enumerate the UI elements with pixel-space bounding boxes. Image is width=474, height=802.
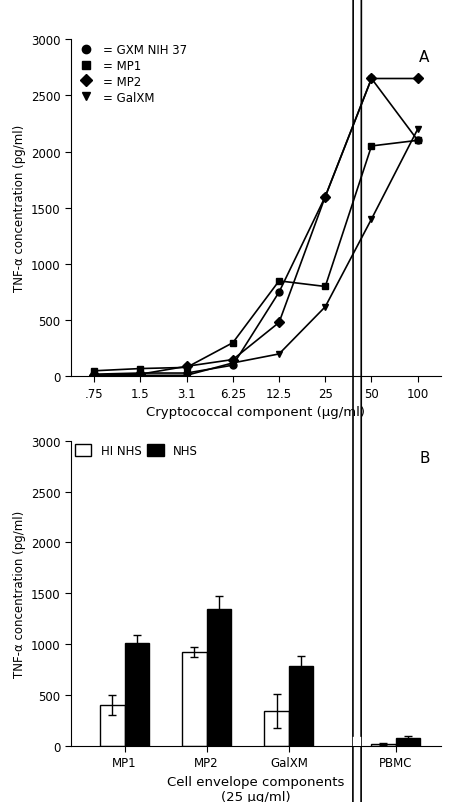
Y-axis label: TNF-α concentration (pg/ml): TNF-α concentration (pg/ml)	[12, 125, 26, 292]
= MP2	[369, 75, 374, 84]
= MP2	[415, 75, 420, 84]
= GXM NIH 37	[415, 136, 420, 146]
= MP1	[276, 277, 282, 286]
= MP2	[184, 362, 190, 371]
= MP2	[91, 371, 97, 381]
= MP1	[230, 338, 236, 348]
Legend: HI NHS, NHS: HI NHS, NHS	[74, 444, 198, 458]
Y-axis label: TNF-α concentration (pg/ml): TNF-α concentration (pg/ml)	[12, 510, 26, 677]
= MP1	[369, 142, 374, 152]
= MP1	[322, 282, 328, 292]
= MP1	[184, 363, 190, 373]
Bar	[182, 652, 207, 746]
= GalXM	[322, 302, 328, 312]
= MP1	[137, 364, 143, 374]
= MP2	[322, 192, 328, 202]
Legend: = GXM NIH 37, = MP1, = MP2, = GalXM: = GXM NIH 37, = MP1, = MP2, = GalXM	[74, 43, 187, 104]
Line: = GXM NIH 37: = GXM NIH 37	[91, 76, 421, 379]
Line: = MP2: = MP2	[91, 76, 421, 379]
X-axis label: Cell envelope components
(25 μg/ml): Cell envelope components (25 μg/ml)	[167, 775, 345, 802]
= GXM NIH 37	[369, 75, 374, 84]
Text: A: A	[419, 51, 430, 65]
Bar	[396, 738, 420, 746]
= GXM NIH 37	[91, 370, 97, 379]
= GalXM	[137, 371, 143, 381]
= MP2	[137, 370, 143, 379]
Text: B: B	[419, 450, 430, 465]
= MP2	[230, 355, 236, 365]
= MP1	[415, 136, 420, 146]
X-axis label: Cryptococcal component (μg/ml): Cryptococcal component (μg/ml)	[146, 406, 365, 419]
= GalXM	[276, 350, 282, 359]
= GXM NIH 37	[322, 192, 328, 202]
= GalXM	[184, 371, 190, 381]
= MP1	[91, 367, 97, 376]
Line: = MP1: = MP1	[91, 138, 421, 375]
= GXM NIH 37	[230, 361, 236, 371]
= GXM NIH 37	[137, 369, 143, 379]
Bar	[100, 705, 125, 746]
Line: = GalXM: = GalXM	[91, 127, 421, 379]
= GXM NIH 37	[276, 288, 282, 298]
= GalXM	[91, 371, 97, 381]
= MP2	[276, 318, 282, 328]
Bar	[125, 643, 149, 746]
Bar	[207, 610, 231, 746]
Bar	[289, 666, 313, 746]
Bar	[371, 744, 396, 746]
= GalXM	[415, 125, 420, 135]
Bar	[264, 711, 289, 746]
= GXM NIH 37	[184, 369, 190, 379]
= GalXM	[369, 215, 374, 225]
= GalXM	[230, 358, 236, 368]
